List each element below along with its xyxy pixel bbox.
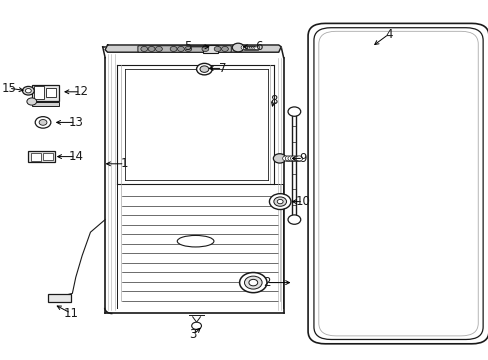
Circle shape [141, 46, 147, 51]
Bar [43, 153, 53, 160]
Circle shape [27, 98, 37, 105]
FancyBboxPatch shape [138, 46, 231, 52]
Text: 13: 13 [68, 116, 83, 129]
Bar [28, 151, 55, 162]
Text: 9: 9 [299, 152, 306, 165]
Text: 6: 6 [255, 40, 263, 53]
Circle shape [243, 45, 248, 50]
Circle shape [295, 156, 302, 161]
Circle shape [251, 45, 257, 50]
Bar [34, 86, 44, 99]
Circle shape [184, 46, 191, 51]
Text: 1: 1 [121, 157, 128, 170]
FancyBboxPatch shape [307, 23, 488, 344]
Text: 12: 12 [73, 85, 88, 98]
Text: 15: 15 [1, 82, 16, 95]
Circle shape [287, 215, 300, 224]
Circle shape [253, 45, 259, 50]
Text: 2: 2 [262, 276, 270, 289]
Text: 8: 8 [269, 94, 277, 107]
Circle shape [269, 194, 290, 210]
Ellipse shape [177, 235, 214, 247]
Circle shape [282, 156, 289, 161]
Text: 14: 14 [68, 150, 83, 163]
Circle shape [277, 199, 283, 204]
Polygon shape [105, 45, 281, 52]
Circle shape [293, 156, 300, 161]
Circle shape [285, 156, 291, 161]
Circle shape [273, 197, 286, 206]
Circle shape [191, 322, 201, 329]
Text: 11: 11 [63, 307, 78, 320]
Circle shape [273, 154, 285, 163]
Circle shape [221, 46, 228, 51]
FancyBboxPatch shape [313, 28, 482, 339]
Circle shape [35, 117, 51, 128]
Circle shape [287, 156, 294, 161]
Text: 4: 4 [384, 28, 392, 41]
Circle shape [200, 66, 208, 72]
Circle shape [170, 46, 177, 51]
Circle shape [202, 46, 208, 51]
Text: 7: 7 [218, 62, 226, 75]
Circle shape [245, 45, 251, 50]
Circle shape [247, 45, 253, 50]
FancyBboxPatch shape [318, 31, 477, 336]
Circle shape [214, 46, 221, 51]
Bar [48, 294, 71, 302]
Circle shape [287, 107, 300, 116]
Circle shape [22, 86, 34, 95]
Circle shape [25, 89, 31, 93]
Circle shape [196, 63, 212, 75]
Circle shape [248, 279, 257, 286]
Circle shape [148, 46, 155, 51]
Bar [31, 153, 41, 161]
Circle shape [244, 276, 262, 289]
Circle shape [155, 46, 162, 51]
Circle shape [39, 120, 47, 125]
Text: 5: 5 [184, 40, 192, 53]
Bar [203, 45, 218, 53]
Circle shape [290, 156, 297, 161]
Text: 10: 10 [295, 195, 310, 208]
Circle shape [241, 45, 246, 50]
Circle shape [232, 43, 244, 52]
Bar [32, 85, 59, 101]
Circle shape [249, 45, 255, 50]
Bar [46, 88, 56, 97]
Bar [32, 102, 59, 106]
Circle shape [177, 46, 184, 51]
Text: 3: 3 [189, 328, 197, 341]
Circle shape [239, 273, 266, 293]
